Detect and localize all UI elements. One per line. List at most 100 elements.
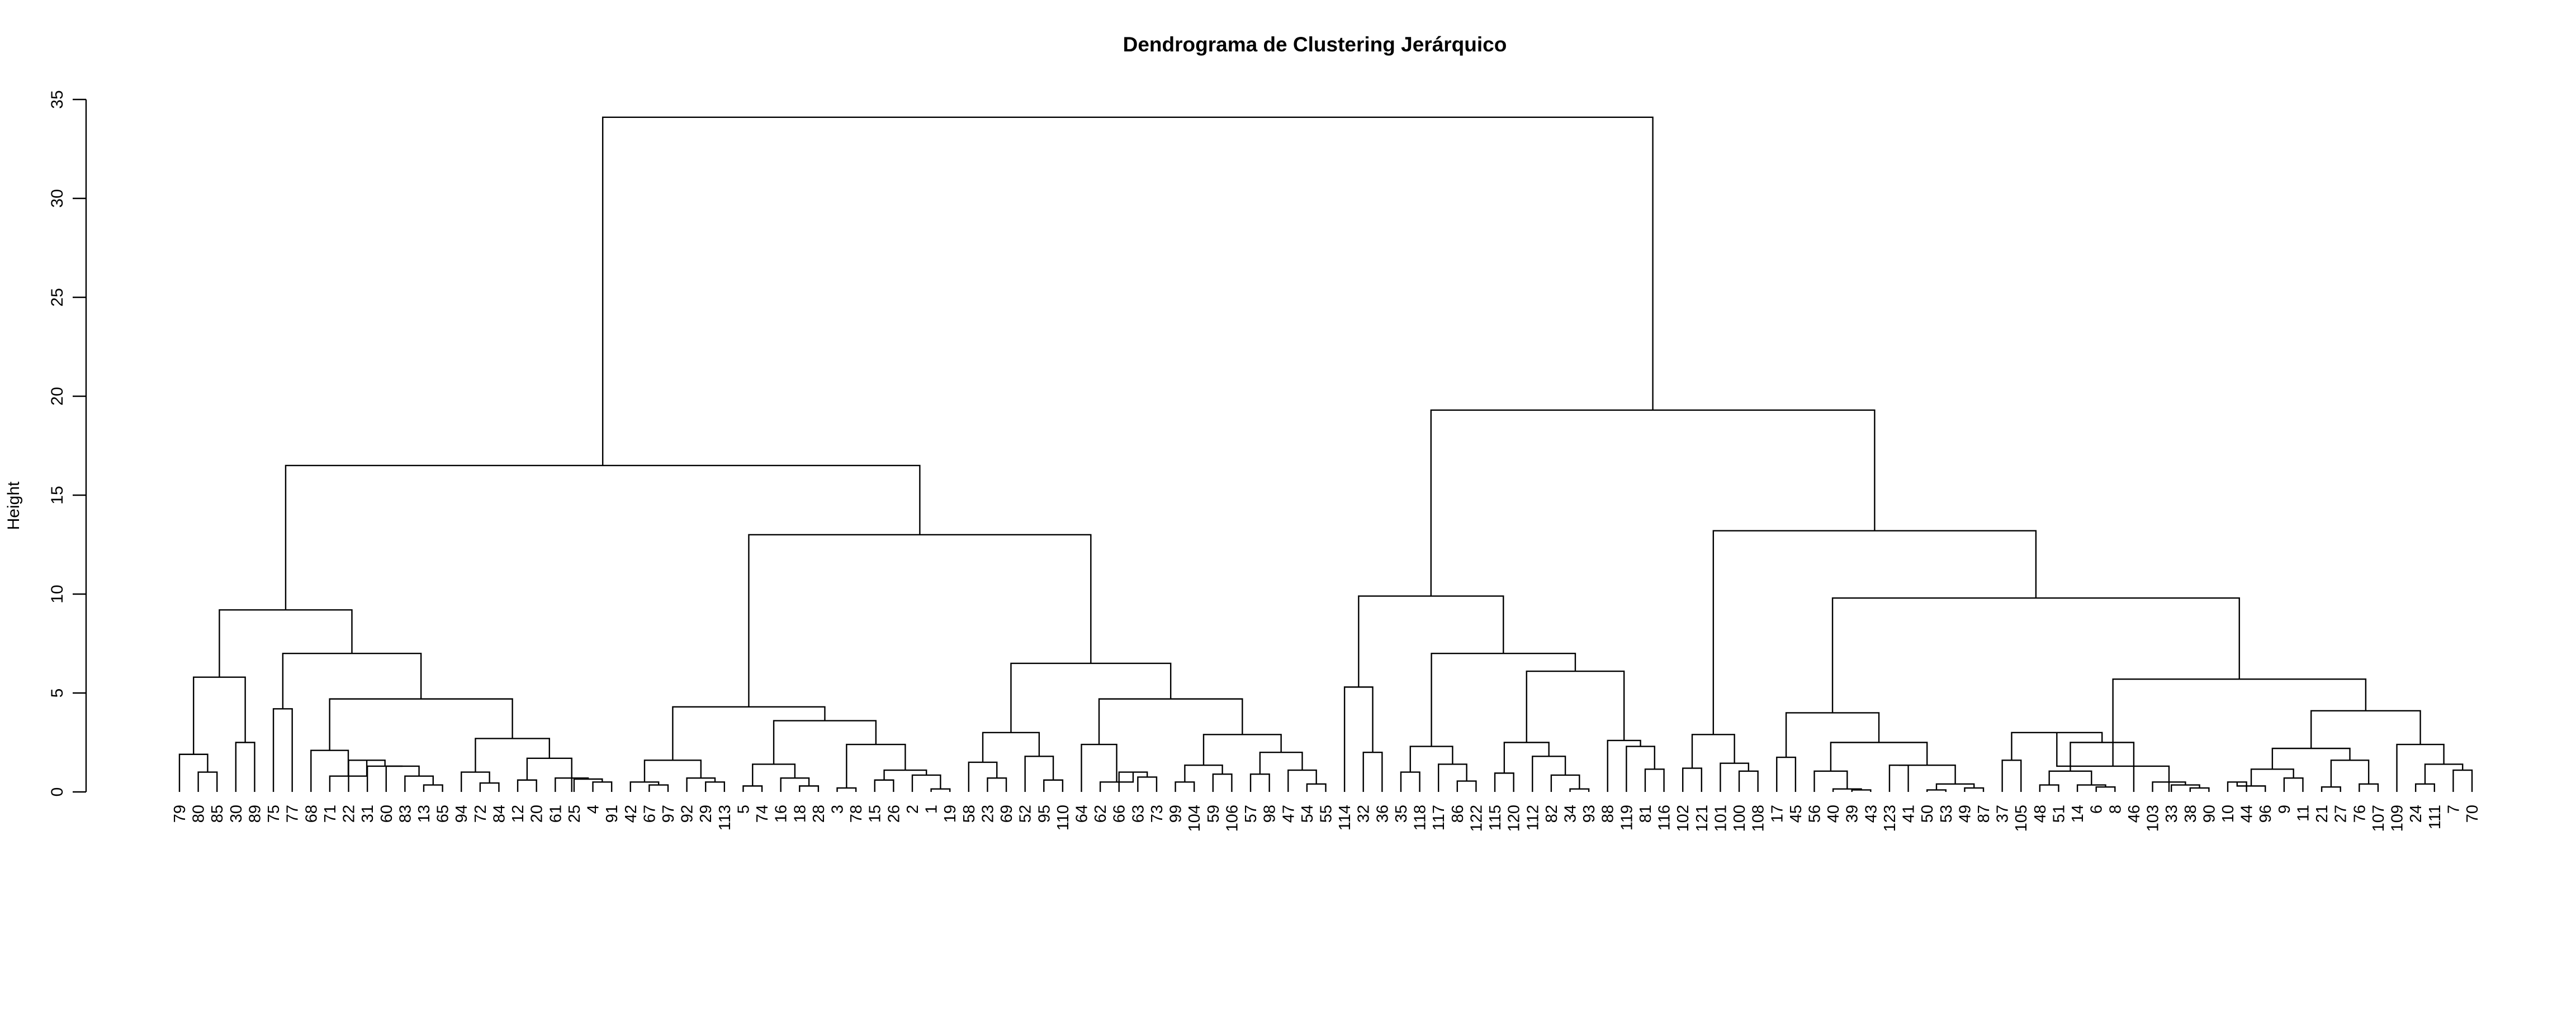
dendrogram-branch	[643, 760, 702, 782]
dendrogram-branch	[1830, 742, 1928, 771]
leaf-label: 2	[904, 805, 922, 814]
dendrogram-branch	[2039, 784, 2059, 792]
dendrogram-branch	[1362, 752, 1383, 792]
dendrogram-branch	[461, 771, 490, 792]
leaf-label: 76	[2351, 805, 2369, 823]
leaf-label: 44	[2238, 805, 2256, 823]
leaf-label: 67	[641, 805, 659, 823]
dendrogram-branch	[1437, 763, 1467, 792]
leaf-label: 52	[1017, 805, 1035, 823]
leaf-label: 49	[1956, 805, 1974, 823]
leaf-label: 46	[2125, 805, 2143, 823]
leaf-label: 6	[2088, 805, 2106, 814]
leaf-label: 111	[2426, 805, 2444, 829]
leaf-label: 20	[528, 805, 546, 823]
leaf-label: 114	[1336, 805, 1354, 830]
leaf-label: 21	[2313, 805, 2331, 823]
leaf-label: 7	[2445, 805, 2463, 814]
leaf-label: 84	[490, 805, 508, 823]
leaf-label: 68	[302, 805, 320, 823]
dendrogram-branch	[1400, 771, 1420, 792]
leaf-label: 12	[509, 805, 527, 823]
y-axis: 0 5 10 15 20 25 30 35	[48, 90, 87, 797]
dendrogram-branch	[1010, 662, 1172, 733]
leaf-label: 51	[2050, 805, 2068, 823]
leaf-label: 116	[1656, 805, 1674, 830]
dendrogram-branch	[404, 775, 434, 792]
dendrogram-branch	[1024, 756, 1054, 792]
leaf-label: 27	[2332, 805, 2350, 823]
leaf-label: 32	[1355, 805, 1373, 823]
leaf-label: 78	[847, 805, 865, 823]
leaf-label: 115	[1486, 805, 1504, 830]
leaf-label: 43	[1862, 805, 1880, 823]
dendrogram-branch	[526, 757, 572, 780]
leaf-label: 72	[472, 805, 490, 823]
leaf-label: 33	[2163, 805, 2181, 823]
dendrogram-branch	[2048, 770, 2092, 785]
leaf-label: 87	[1975, 805, 1993, 823]
leaf-label: 69	[998, 805, 1016, 823]
leaf-label: 30	[228, 805, 245, 823]
dendrogram-branch	[1306, 783, 1327, 792]
dendrogram-branch	[1607, 739, 1641, 792]
y-tick-label: 30	[48, 189, 67, 207]
leaf-label: 117	[1430, 805, 1448, 830]
dendrogram-branch	[272, 708, 293, 792]
dendrogram-branch	[517, 779, 537, 792]
dendrogram-branch	[2271, 747, 2351, 770]
dendrogram-branch	[846, 743, 906, 788]
leaf-label: 58	[960, 805, 978, 823]
leaf-label: 9	[2276, 805, 2294, 814]
dendrogram-branch	[1776, 756, 1797, 792]
leaf-label: 119	[1618, 805, 1636, 830]
leaf-label: 122	[1467, 805, 1485, 832]
dendrogram-branch	[1682, 767, 1702, 792]
leaf-label: 64	[1073, 805, 1091, 823]
dendrogram-branch	[219, 609, 353, 677]
dendrogram-branch	[1785, 712, 1880, 758]
dendrogram-branch	[1259, 752, 1303, 775]
dendrogram-branch	[2095, 786, 2116, 792]
leaf-label: 3	[829, 805, 847, 814]
dendrogram-branch	[629, 781, 660, 792]
y-tick-label: 20	[48, 387, 67, 405]
y-tick-label: 0	[48, 787, 67, 797]
leaf-label: 66	[1111, 805, 1129, 823]
leaf-label: 86	[1449, 805, 1467, 823]
leaf-label: 88	[1599, 805, 1617, 823]
leaf-label: 45	[1787, 805, 1805, 823]
dendrogram-branch	[385, 765, 420, 792]
leaf-label: 90	[2200, 805, 2218, 823]
leaf-label: 18	[791, 805, 809, 823]
leaf-label: 56	[1806, 805, 1824, 823]
dendrogram-branch	[1043, 779, 1064, 792]
dendrogram-branch	[2001, 760, 2022, 792]
y-tick-label: 35	[48, 90, 67, 108]
leaf-label: 96	[2257, 805, 2275, 823]
dendrogram-branch	[648, 784, 669, 792]
leaf-label: 110	[1054, 805, 1072, 830]
leaf-label: 23	[979, 805, 997, 823]
y-tick-label: 5	[48, 689, 67, 698]
dendrogram-branch	[282, 653, 422, 709]
dendrogram-branch	[1935, 783, 1975, 790]
dendrogram-branch	[2321, 786, 2341, 792]
dendrogram-branch	[968, 761, 998, 792]
dendrogram-branch	[573, 778, 603, 792]
leaf-label: 104	[1186, 805, 1204, 832]
leaf-label: 11	[2294, 805, 2312, 822]
dendrogram-branch	[423, 784, 443, 792]
leaf-label: 73	[1148, 805, 1166, 823]
leaf-label: 85	[209, 805, 226, 823]
leaf-label: 89	[246, 805, 264, 823]
leaf-label: 35	[1393, 805, 1410, 823]
leaf-label: 102	[1674, 805, 1692, 832]
dendrogram-branch	[1503, 742, 1550, 773]
leaf-label: 31	[359, 805, 377, 823]
leaf-label: 75	[265, 805, 283, 823]
leaf-label: 22	[340, 805, 358, 823]
leaf-label: 106	[1223, 805, 1241, 832]
leaf-label: 65	[434, 805, 452, 823]
